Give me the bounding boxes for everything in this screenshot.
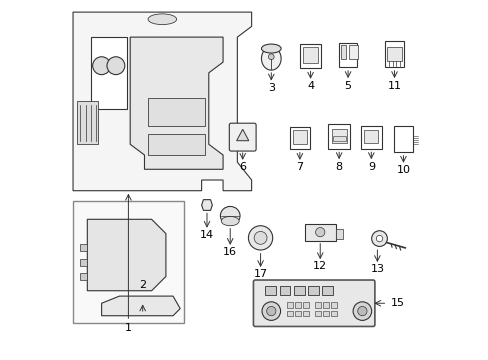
- Text: 6: 6: [239, 162, 246, 172]
- Bar: [323, 311, 328, 316]
- Text: 3: 3: [267, 83, 274, 93]
- Bar: [303, 311, 308, 316]
- Circle shape: [248, 226, 272, 250]
- Bar: [303, 302, 308, 308]
- Bar: [80, 244, 87, 251]
- Bar: [287, 302, 292, 308]
- Circle shape: [268, 54, 274, 60]
- Ellipse shape: [221, 216, 239, 226]
- Bar: [330, 311, 336, 316]
- Bar: [293, 287, 304, 295]
- Bar: [332, 136, 345, 141]
- Polygon shape: [73, 12, 251, 191]
- Bar: [80, 273, 87, 280]
- Text: 9: 9: [367, 162, 374, 172]
- Bar: [348, 45, 357, 59]
- Bar: [328, 124, 349, 149]
- Bar: [315, 311, 320, 316]
- Bar: [299, 44, 321, 68]
- Polygon shape: [87, 219, 165, 291]
- Bar: [148, 134, 205, 155]
- Circle shape: [107, 57, 124, 75]
- Text: 11: 11: [387, 81, 401, 91]
- Text: 7: 7: [296, 162, 303, 172]
- Bar: [292, 130, 306, 144]
- Bar: [393, 126, 412, 152]
- Text: 1: 1: [124, 323, 132, 333]
- Text: 4: 4: [306, 81, 313, 91]
- Bar: [77, 102, 98, 144]
- Bar: [302, 47, 318, 63]
- Ellipse shape: [261, 44, 281, 53]
- FancyBboxPatch shape: [229, 123, 256, 151]
- Text: 12: 12: [312, 261, 326, 271]
- Polygon shape: [130, 37, 223, 169]
- Polygon shape: [91, 37, 126, 109]
- Bar: [330, 302, 336, 308]
- FancyBboxPatch shape: [253, 280, 374, 327]
- Bar: [315, 302, 320, 308]
- Text: 2: 2: [139, 280, 146, 291]
- Bar: [264, 287, 275, 295]
- Text: 15: 15: [389, 298, 404, 308]
- Circle shape: [93, 57, 110, 75]
- Text: 10: 10: [396, 165, 409, 175]
- Bar: [340, 45, 346, 59]
- Bar: [335, 229, 342, 239]
- Circle shape: [262, 302, 280, 320]
- Bar: [322, 287, 332, 295]
- Circle shape: [371, 231, 386, 247]
- Text: 14: 14: [200, 230, 214, 240]
- Bar: [279, 287, 290, 295]
- Bar: [386, 47, 402, 62]
- Circle shape: [352, 302, 371, 320]
- Bar: [289, 127, 309, 149]
- Circle shape: [376, 235, 382, 242]
- Text: 8: 8: [335, 162, 342, 172]
- Circle shape: [315, 228, 324, 237]
- Bar: [148, 98, 205, 126]
- Bar: [384, 41, 404, 67]
- Polygon shape: [201, 200, 212, 210]
- Bar: [331, 129, 346, 143]
- Bar: [287, 311, 292, 316]
- Bar: [364, 130, 378, 143]
- Circle shape: [357, 306, 366, 316]
- Text: 5: 5: [344, 81, 351, 91]
- Bar: [80, 258, 87, 266]
- Text: 16: 16: [223, 247, 237, 257]
- Polygon shape: [102, 296, 180, 316]
- Bar: [305, 224, 335, 241]
- Text: 13: 13: [369, 264, 384, 274]
- Ellipse shape: [148, 14, 176, 24]
- Circle shape: [266, 306, 275, 316]
- Ellipse shape: [220, 206, 240, 225]
- Circle shape: [254, 231, 266, 244]
- Bar: [73, 202, 183, 323]
- Polygon shape: [236, 129, 248, 141]
- Bar: [323, 302, 328, 308]
- Bar: [360, 126, 381, 149]
- Bar: [338, 43, 357, 67]
- Bar: [295, 302, 300, 308]
- Bar: [307, 287, 318, 295]
- Ellipse shape: [261, 47, 281, 70]
- Bar: [295, 311, 300, 316]
- Text: 17: 17: [253, 269, 267, 279]
